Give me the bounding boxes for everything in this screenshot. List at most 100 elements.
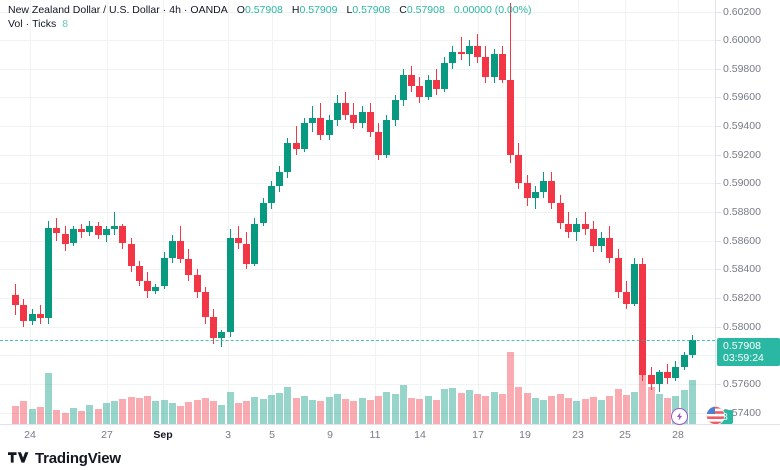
volume-bar xyxy=(474,394,482,424)
bar-countdown-timer: 03:59:24 xyxy=(723,351,764,364)
candle-body xyxy=(358,111,366,124)
current-price-badge[interactable]: 0.57908 03:59:24 xyxy=(717,337,780,366)
volume-bar xyxy=(20,401,28,424)
volume-bar xyxy=(680,390,688,424)
candle-body xyxy=(474,45,482,58)
volume-bar xyxy=(358,398,366,424)
volume-bar xyxy=(540,400,548,424)
candlestick xyxy=(515,0,523,424)
candlestick xyxy=(102,0,110,424)
volume-bar xyxy=(201,398,209,424)
candlestick xyxy=(507,0,515,424)
us-flag-icon[interactable] xyxy=(706,406,725,425)
candlestick xyxy=(688,0,696,424)
candlestick xyxy=(251,0,259,424)
volume-bar xyxy=(78,410,85,424)
volume-bar xyxy=(300,396,308,424)
candlestick xyxy=(399,0,407,424)
candle-body xyxy=(325,120,333,135)
candlestick xyxy=(119,0,127,424)
volume-bar xyxy=(383,392,391,424)
candlestick xyxy=(375,0,383,424)
candle-body xyxy=(598,237,605,247)
price-axis-tick: 0.58600 xyxy=(723,234,761,247)
chart-plot-area[interactable] xyxy=(0,0,715,424)
time-axis-tick: 25 xyxy=(619,429,631,441)
volume-bar xyxy=(350,401,358,424)
candle-body xyxy=(12,295,19,306)
volume-bar xyxy=(441,389,449,424)
candlestick xyxy=(61,0,69,424)
volume-bar xyxy=(523,393,531,424)
price-axis-tick: 0.57400 xyxy=(723,406,761,419)
grid-line-vertical xyxy=(625,0,626,424)
candle-body xyxy=(523,183,531,198)
price-axis[interactable]: 0.60200 0.60000 0.59800 0.59600 0.59400 0.592… xyxy=(715,0,780,424)
volume-bar xyxy=(168,403,176,424)
candlestick xyxy=(465,0,473,424)
candlestick xyxy=(127,0,135,424)
tradingview-logo-text: TradingView xyxy=(35,450,121,467)
volume-bar xyxy=(399,384,407,424)
price-axis-tick-mark xyxy=(716,97,721,99)
grid-line-horizontal xyxy=(0,355,715,357)
candle-body xyxy=(531,191,539,198)
candle-body xyxy=(432,80,440,89)
volume-bar xyxy=(375,396,383,424)
volume-bar xyxy=(177,405,185,424)
candle-body xyxy=(507,80,515,155)
candle-body xyxy=(573,223,581,233)
volume-bar xyxy=(45,372,52,424)
candle-body xyxy=(342,103,350,115)
grid-line-vertical xyxy=(228,0,229,424)
grid-line-vertical xyxy=(163,0,164,424)
candle-body xyxy=(465,45,473,55)
price-axis-tick: 0.59200 xyxy=(723,148,761,161)
price-axis-tick: 0.58800 xyxy=(723,206,761,218)
candlestick xyxy=(53,0,61,424)
candlestick xyxy=(325,0,333,424)
candle-body xyxy=(556,203,564,224)
candle-wick xyxy=(584,212,586,235)
candlestick xyxy=(449,0,457,424)
candlestick xyxy=(523,0,531,424)
volume-bar xyxy=(28,408,36,424)
grid-line-horizontal xyxy=(0,269,715,271)
candle-body xyxy=(185,259,193,276)
grid-line-horizontal xyxy=(0,297,715,299)
candlestick xyxy=(210,0,218,424)
grid-line-horizontal xyxy=(0,68,715,70)
time-axis-tick: 9 xyxy=(327,429,333,441)
candlestick xyxy=(267,0,275,424)
grid-line-horizontal xyxy=(0,40,715,42)
candlestick xyxy=(631,0,638,424)
time-axis-tick: 23 xyxy=(572,429,584,441)
grid-line-vertical xyxy=(478,0,479,424)
price-axis-tick: 0.59400 xyxy=(723,120,761,133)
candle-body xyxy=(498,54,506,81)
price-axis-tick: 0.57600 xyxy=(723,377,761,390)
candlestick xyxy=(548,0,556,424)
price-axis-tick: 0.59600 xyxy=(723,91,761,104)
candle-body xyxy=(399,74,407,101)
time-axis-tick: Sep xyxy=(153,429,173,441)
candlestick xyxy=(680,0,688,424)
volume-bar xyxy=(482,396,490,424)
volume-bar xyxy=(234,403,242,424)
candle-body xyxy=(581,223,589,230)
price-axis-tick: 0.60200 xyxy=(723,5,761,18)
candlestick xyxy=(573,0,581,424)
candlestick xyxy=(457,0,465,424)
candle-body xyxy=(243,243,251,264)
time-axis-tick: 14 xyxy=(414,429,426,441)
time-axis[interactable]: 24 27 Sep 3 5 9 11 14 17 19 23 25 28 xyxy=(0,424,780,446)
time-axis-tick: 24 xyxy=(24,429,36,441)
tradingview-logo[interactable]: TradingView xyxy=(8,450,121,467)
candle-body xyxy=(424,80,432,98)
candle-wick xyxy=(534,186,536,210)
candlestick xyxy=(243,0,251,424)
candlestick xyxy=(28,0,36,424)
candlestick xyxy=(432,0,440,424)
volume-bar xyxy=(185,402,193,424)
lightning-bolt-icon[interactable] xyxy=(671,408,688,425)
